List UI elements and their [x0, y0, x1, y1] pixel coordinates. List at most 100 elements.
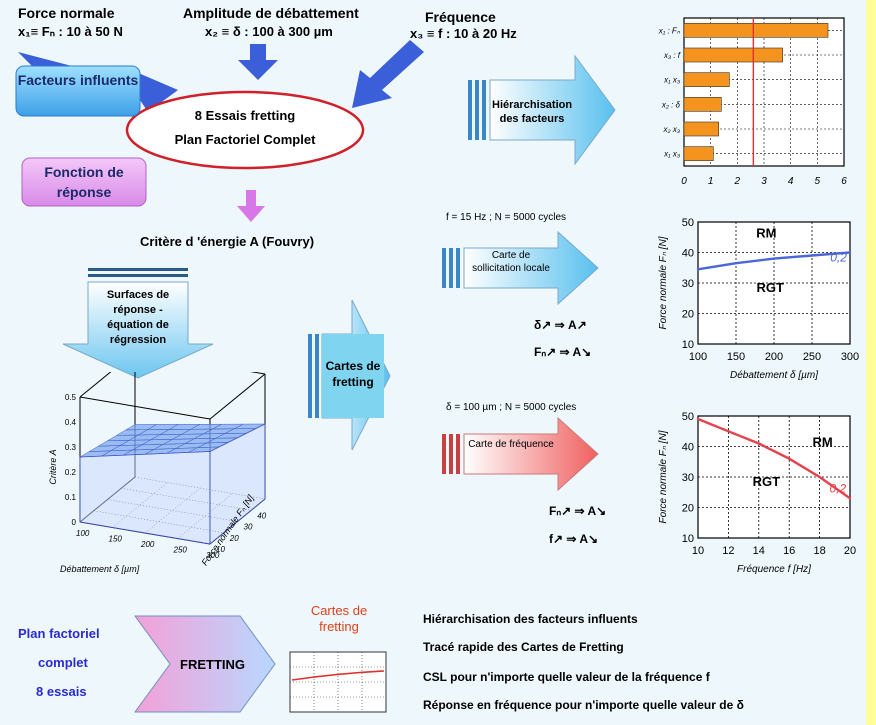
- input-arrow-3: [352, 40, 424, 108]
- summary-plan-line-1: Plan factoriel: [18, 626, 100, 641]
- response-box: [21, 157, 147, 207]
- down-arrow-pink: [237, 190, 265, 222]
- factor-ranking-bar-chart: 0 1 2 3 4 5 6 x₁ : Fₙ x₃ : f x₁ x₃ x₂ : δ x₂ x₃ x₁ x…: [658, 17, 847, 187]
- x-axis-label: Débattement δ [µm]: [60, 564, 140, 574]
- y-tick-label: 40: [682, 442, 694, 454]
- category-label: x₃ : f: [663, 51, 681, 60]
- z-tick-label: 0.5: [65, 393, 77, 402]
- response-surface-3d-plot: 00.10.20.30.40.5100150200250300102030405…: [48, 372, 267, 574]
- y-tick-label: 20: [682, 309, 694, 321]
- frequence-label: Carte de fréquence: [468, 439, 554, 450]
- bar: [683, 146, 714, 161]
- z-tick-label: 0: [72, 518, 77, 527]
- box-edge: [250, 372, 266, 375]
- x-tick-label: 250: [803, 351, 821, 363]
- input-arrow-2: [238, 44, 278, 80]
- rule-1: δ↗ ⇒ A↗: [534, 318, 587, 332]
- series-point: [818, 475, 821, 479]
- factor-3-title: Fréquence: [425, 9, 496, 25]
- summary-plan-line-3: 8 essais: [36, 684, 87, 699]
- x-tick-label: 4: [788, 176, 794, 187]
- x-tick-label: 10: [692, 545, 704, 557]
- y-tick-label: 30: [682, 278, 694, 290]
- surfaces-arrow: [62, 268, 214, 379]
- condition-1: f = 15 Hz ; N = 5000 cycles: [446, 212, 567, 223]
- x-tick-label: 2: [734, 176, 741, 187]
- box-edge: [79, 372, 112, 398]
- bar: [683, 23, 829, 38]
- series-point: [788, 457, 791, 460]
- y-tick-label: 30: [244, 523, 253, 532]
- region-label: RM: [756, 225, 776, 240]
- factor-1-title: Force normale: [18, 5, 115, 21]
- category-label: x₂ x₃: [663, 125, 680, 134]
- y-tick-label: 20: [682, 503, 694, 515]
- x-tick-label: 16: [783, 545, 795, 557]
- region-label: RM: [813, 435, 833, 450]
- x-tick-label: 0: [681, 176, 687, 187]
- rule-3: Fₙ↗ ⇒ A↘: [549, 504, 607, 518]
- category-label: x₂ : δ: [661, 100, 681, 109]
- y-tick-label: 30: [682, 472, 694, 484]
- hierarchisation-arrow: [468, 54, 616, 166]
- y-tick-label: 10: [682, 339, 694, 351]
- mini-fretting-map-thumbnail: [289, 651, 387, 713]
- plan-ellipse: [125, 90, 365, 170]
- series-label: 0,2: [829, 481, 846, 495]
- z-tick-label: 0.1: [65, 493, 77, 502]
- surface-wall: [209, 423, 266, 545]
- sollicitation-label: Carte de sollicitation locale: [472, 250, 550, 274]
- x-tick-label: 300: [206, 551, 220, 560]
- series-label: 0,2: [830, 251, 847, 265]
- y-tick-label: 50: [682, 217, 694, 229]
- series-point: [848, 251, 852, 254]
- box-edge: [79, 396, 211, 420]
- factor-1-definition: x₁≡ Fₙ : 10 à 50 N: [18, 24, 123, 39]
- x-tick-label: 100: [76, 529, 90, 538]
- rule-2: Fₙ↗ ⇒ A↘: [534, 345, 592, 359]
- x-tick-label: 250: [173, 546, 188, 555]
- summary-cartes-title: Cartes de fretting: [310, 603, 368, 634]
- right-edge-strip: [866, 0, 876, 725]
- hierarchisation-label: Hiérarchisation des facteurs: [492, 99, 573, 125]
- fretting-label: FRETTING: [180, 657, 245, 672]
- x-tick-label: 3: [761, 176, 767, 187]
- summary-item-2: Tracé rapide des Cartes de Fretting: [423, 640, 624, 654]
- x-tick-label: 200: [140, 540, 155, 549]
- summary-item-3: CSL pour n'importe quelle valeur de la f…: [423, 670, 710, 684]
- cartes-arrow: [308, 299, 391, 451]
- x-tick-label: 6: [841, 176, 847, 187]
- region-label: RGT: [753, 474, 781, 489]
- series-point: [727, 430, 730, 433]
- x-tick-label: 12: [722, 545, 734, 557]
- category-label: x₁ x₃: [663, 150, 680, 159]
- factors-label: Facteurs influents: [17, 72, 139, 88]
- x-tick-label: 100: [689, 351, 707, 363]
- summary-plan-line-2: complet: [38, 655, 88, 670]
- x-tick-label: 18: [813, 545, 825, 557]
- factors-box: [15, 65, 141, 117]
- x-tick-label: 150: [109, 535, 123, 544]
- bar: [683, 121, 719, 137]
- x-tick-label: 200: [765, 351, 783, 363]
- x-tick-label: 14: [753, 545, 765, 557]
- y-tick-label: 10: [682, 533, 694, 545]
- series-point: [757, 442, 760, 445]
- x-axis-label: Débattement δ [µm]: [730, 370, 818, 381]
- x-tick-label: 150: [727, 351, 745, 363]
- y-tick-label: 40: [682, 248, 694, 260]
- y-tick-label: 10: [216, 545, 225, 554]
- y-tick-label: 20: [229, 534, 239, 543]
- category-label: x₁ x₃: [663, 76, 680, 85]
- response-label: Fonction de réponse: [44, 164, 124, 200]
- frequence-arrow: [442, 416, 599, 492]
- z-tick-label: 0.3: [65, 443, 77, 452]
- sollicitation-arrow: [442, 230, 599, 306]
- y-tick-label: 40: [257, 511, 266, 520]
- summary-item-1: Hiérarchisation des facteurs influents: [423, 612, 638, 626]
- cartes-label: Cartes de fretting: [325, 359, 381, 389]
- y-tick-label: 50: [682, 411, 694, 423]
- x-tick-label: 1: [708, 176, 714, 187]
- x-tick-label: 300: [841, 351, 859, 363]
